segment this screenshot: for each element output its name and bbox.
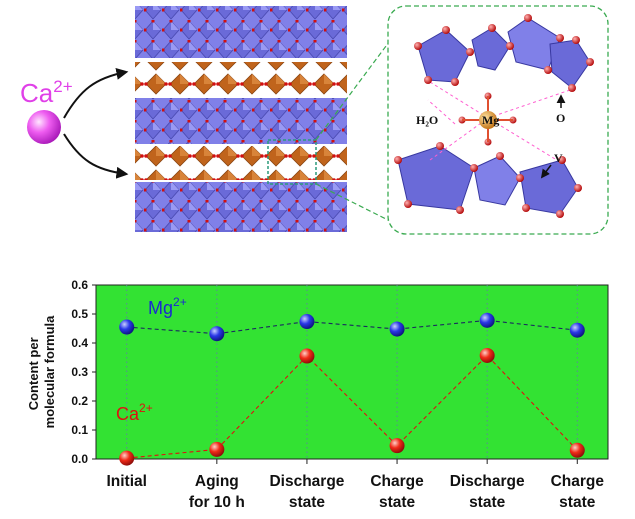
mg-atom — [479, 111, 497, 129]
arrow-up-icon — [63, 67, 129, 119]
y-tick-label: 0.6 — [71, 278, 88, 292]
x-tick-label: Initial — [106, 473, 146, 490]
h2o-label: H₂O — [416, 113, 438, 127]
ca-point — [209, 441, 225, 457]
x-tick-label: Aging for 10 h — [189, 473, 245, 511]
ca-ion-label: Ca2+ — [20, 77, 73, 108]
highlight-box — [267, 139, 317, 185]
o-label: O — [556, 111, 565, 125]
x-tick-label: Charge state — [370, 473, 424, 511]
ca-ion-sphere — [27, 110, 61, 144]
chart: 0.0 0.1 0.2 0.3 0.4 0.5 0.6 Initial Aging for 10… — [26, 278, 609, 511]
mg-point — [479, 312, 495, 328]
mg-atom-label: Mg — [482, 113, 499, 127]
ca-series-line — [126, 354, 578, 459]
y-tick-label: 0.3 — [71, 365, 88, 379]
ca-point — [569, 442, 585, 458]
ca-point — [389, 438, 405, 454]
arrow-down-icon — [63, 133, 129, 179]
ca-point — [299, 348, 315, 364]
ca-point — [119, 450, 135, 466]
mg-point — [209, 326, 225, 342]
mg-point — [119, 319, 135, 335]
mg-point — [389, 321, 405, 337]
crystal-structure — [135, 6, 347, 232]
y-tick-label: 0.4 — [71, 336, 88, 350]
mg-point — [299, 314, 315, 330]
y-tick-label: 0.1 — [71, 423, 88, 437]
y-tick-label: 0.0 — [71, 452, 88, 466]
ion-illustration: Ca2+ — [20, 67, 129, 179]
mg-series-line — [126, 319, 578, 335]
legend-ca-label: Ca2+ — [116, 401, 153, 424]
x-tick-label: Discharge state — [450, 473, 525, 511]
legend-mg-label: Mg2+ — [148, 295, 187, 318]
inset-structure: Mg H₂O O V — [387, 5, 609, 235]
y-tick-label: 0.2 — [71, 394, 88, 408]
x-tick-label: Charge state — [551, 473, 605, 511]
x-tick-label: Discharge state — [269, 473, 344, 511]
ca-point — [479, 347, 495, 363]
y-axis-title: Content per molecular formula — [26, 315, 57, 428]
plot-area — [95, 284, 609, 460]
v-label: V — [554, 151, 563, 165]
y-tick-label: 0.5 — [71, 307, 88, 321]
mg-point — [569, 322, 585, 338]
